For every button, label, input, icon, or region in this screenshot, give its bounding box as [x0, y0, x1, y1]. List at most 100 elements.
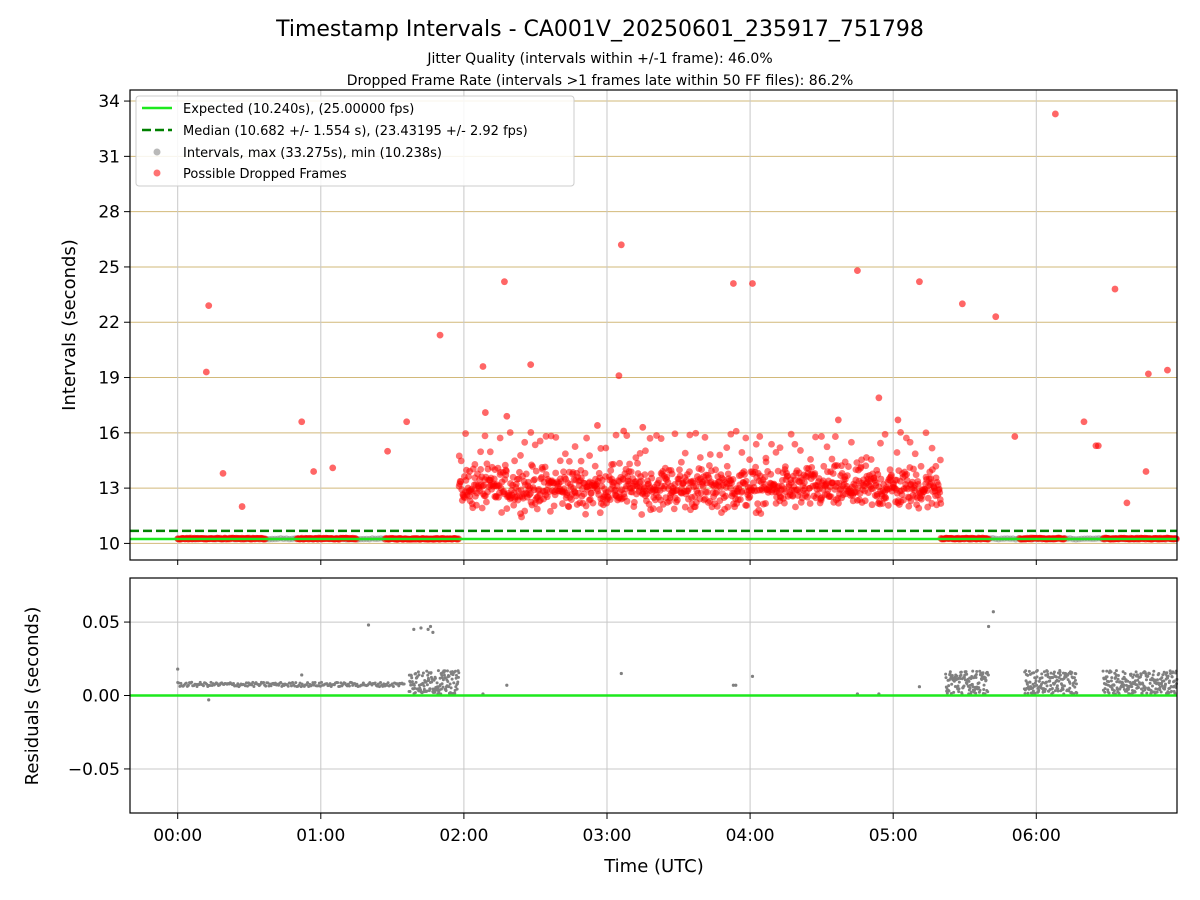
residual-point — [983, 676, 987, 680]
dropped-frame-point — [698, 466, 705, 473]
residual-point — [1150, 684, 1154, 688]
dropped-frame-point — [903, 470, 911, 478]
dropped-frame-point — [657, 435, 665, 442]
residual-outlier — [412, 627, 416, 632]
dropped-frame-point — [532, 467, 540, 475]
intervals-legend: Expected (10.240s), (25.00000 fps) Media… — [135, 95, 575, 187]
residual-point — [1105, 669, 1109, 673]
residual-point — [1026, 673, 1030, 677]
dropped-frame-point — [713, 488, 721, 496]
intervals-ytick-label-5: 25 — [98, 258, 120, 278]
residual-point — [973, 688, 977, 692]
intervals-plot-frame — [129, 89, 1178, 561]
legend-dropped-swatch — [153, 169, 161, 177]
residual-point — [208, 684, 212, 688]
residual-point — [1164, 682, 1168, 686]
dropped-frame-outlier — [639, 423, 647, 431]
residual-point — [1032, 671, 1036, 675]
dropped-frame-point — [723, 444, 731, 452]
residual-point — [1131, 675, 1135, 679]
dropped-frame-point — [831, 433, 839, 440]
residual-point — [425, 683, 429, 687]
residual-point — [1051, 675, 1055, 679]
residual-point — [1046, 672, 1050, 676]
dropped-frame-point — [848, 438, 855, 446]
dropped-frame-point — [867, 456, 875, 463]
residual-point — [1132, 673, 1136, 677]
dropped-frame-point — [746, 493, 754, 501]
dropped-frame-outlier — [1051, 110, 1059, 118]
residual-point — [977, 681, 981, 685]
dropped-frame-point — [722, 492, 730, 500]
residual-point — [1070, 670, 1074, 674]
residual-point — [1045, 684, 1049, 688]
residual-point — [412, 683, 416, 687]
residual-point — [1040, 676, 1044, 680]
dropped-frame-point — [587, 489, 595, 497]
legend-dropped-label: Possible Dropped Frames — [183, 167, 347, 182]
dropped-frame-point — [559, 500, 566, 507]
residual-point — [944, 672, 948, 676]
dropped-frame-point — [632, 454, 640, 462]
x-tick-label-6: 06:00 — [1012, 826, 1061, 846]
dropped-frame-point — [723, 462, 731, 470]
residual-outlier — [419, 626, 423, 630]
dropped-frame-point — [597, 445, 605, 452]
residual-point — [1121, 670, 1125, 674]
residual-point — [982, 683, 986, 687]
residual-point — [1041, 681, 1045, 685]
residual-point — [1107, 691, 1111, 695]
residual-point — [1162, 679, 1166, 683]
residual-point — [286, 684, 290, 688]
residual-point — [264, 684, 268, 688]
residual-point — [1073, 678, 1077, 682]
dropped-frame-point — [503, 505, 511, 513]
dropped-frame-point — [882, 494, 890, 502]
dropped-frame-point — [736, 496, 744, 503]
dropped-frame-point — [879, 500, 886, 507]
dropped-frame-point — [608, 461, 616, 468]
dropped-frame-point — [912, 471, 920, 479]
residual-point — [974, 675, 978, 679]
residual-point — [1139, 687, 1143, 691]
dropped-frame-outlier — [310, 468, 318, 475]
residuals-panel: −0.050.000.05 00:00 01:00 02:00 03:00 04:00 0… — [22, 577, 1179, 877]
dropped-frame-point — [521, 438, 529, 446]
residual-point — [1134, 670, 1138, 674]
residual-point — [965, 672, 969, 676]
dropped-frame-point — [742, 434, 750, 442]
residual-outlier — [991, 610, 995, 614]
residual-point — [294, 681, 298, 685]
residual-point — [310, 683, 314, 687]
residual-point — [425, 689, 429, 693]
dropped-frame-point — [928, 444, 936, 452]
dropped-frame-point — [686, 468, 693, 476]
residual-point — [444, 689, 448, 693]
dropped-frame-outlier — [238, 503, 246, 510]
dropped-frame-point — [606, 496, 614, 504]
dropped-frame-outlier — [384, 447, 391, 455]
residual-point — [1167, 691, 1171, 695]
residual-point — [244, 681, 248, 685]
dropped-frame-point — [884, 501, 892, 509]
residual-point — [1112, 683, 1116, 687]
dropped-frame-point — [706, 462, 713, 469]
residual-point — [1028, 680, 1032, 684]
residual-outlier — [986, 624, 991, 629]
residual-point — [421, 671, 425, 675]
dropped-frame-point — [910, 465, 917, 473]
residual-point — [1043, 687, 1047, 691]
residual-point — [1173, 691, 1177, 695]
residual-point — [1116, 673, 1120, 677]
residual-point — [447, 685, 451, 689]
legend-box — [135, 95, 575, 187]
residual-point — [417, 673, 421, 677]
dropped-frame-outlier — [834, 416, 842, 424]
residual-point — [428, 687, 432, 691]
dropped-frame-point — [677, 458, 685, 466]
residual-point — [1057, 676, 1061, 680]
dropped-frame-point — [596, 509, 604, 517]
dropped-frame-point — [531, 476, 539, 483]
dropped-frame-outlier — [527, 361, 535, 369]
